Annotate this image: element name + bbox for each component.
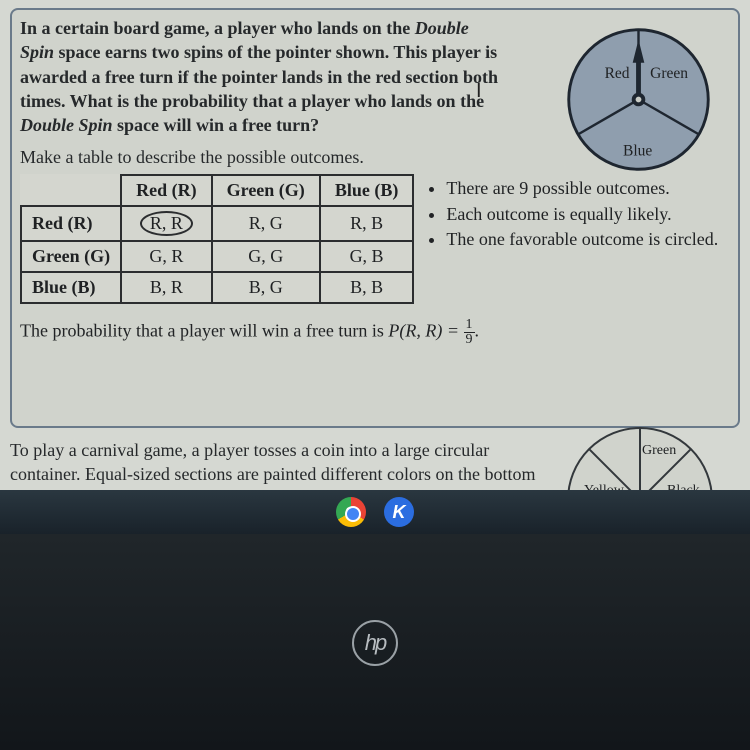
taskbar: K xyxy=(0,490,750,534)
col-header: Blue (B) xyxy=(320,175,414,206)
row-header: Blue (B) xyxy=(21,272,121,303)
list-item: Each outcome is equally likely. xyxy=(446,202,718,227)
fraction-den: 9 xyxy=(464,333,475,347)
conclusion-post: . xyxy=(475,321,480,341)
example-problem-box: In a certain board game, a player who la… xyxy=(10,8,740,428)
conclusion-pre: The probability that a player will win a… xyxy=(20,321,388,341)
spinner-label-green: Green xyxy=(650,65,688,82)
cell: B, B xyxy=(320,272,414,303)
fraction: 19 xyxy=(464,318,475,347)
col-header: Green (G) xyxy=(212,175,320,206)
spinner-2-svg: Yellow Green Black xyxy=(560,420,720,500)
cell: R, G xyxy=(212,206,320,241)
outcomes-table: Red (R) Green (G) Blue (B) Red (R) R, R … xyxy=(20,174,414,304)
cell: B, G xyxy=(212,272,320,303)
cell: G, G xyxy=(212,241,320,272)
q-part-3: space will win a free turn? xyxy=(113,115,320,135)
table-row: Green (G) G, R G, G G, B xyxy=(21,241,413,272)
conclusion-expr: P(R, R) = xyxy=(388,321,463,341)
spinner-diagram-1: Red Green Blue xyxy=(561,22,716,177)
cell: R, B xyxy=(320,206,414,241)
hp-logo-icon: hp xyxy=(352,620,398,666)
table-row: Red (R) Green (G) Blue (B) xyxy=(21,175,413,206)
textbook-screen: In a certain board game, a player who la… xyxy=(0,0,750,510)
spinner2-label-green: Green xyxy=(642,443,676,458)
cell: B, R xyxy=(121,272,212,303)
corner-cell xyxy=(21,175,121,206)
list-item: The one favorable outcome is circled. xyxy=(446,227,718,252)
k-app-icon[interactable]: K xyxy=(384,497,414,527)
outcomes-row: Red (R) Green (G) Blue (B) Red (R) R, R … xyxy=(20,174,730,304)
chrome-icon[interactable] xyxy=(336,497,366,527)
spinner-1-svg: Red Green Blue xyxy=(561,22,716,177)
q-part-1: In a certain board game, a player who la… xyxy=(20,18,415,38)
table-row: Red (R) R, R R, G R, B xyxy=(21,206,413,241)
spinner-label-red: Red xyxy=(605,65,630,82)
cell-rr: R, R xyxy=(121,206,212,241)
double-spin-text-2: Double Spin xyxy=(20,115,113,135)
conclusion-line: The probability that a player will win a… xyxy=(20,318,730,347)
q-part-2: space earns two spins of the pointer sho… xyxy=(20,42,498,111)
k-label: K xyxy=(393,502,406,523)
list-item: There are 9 possible outcomes. xyxy=(446,176,718,201)
question-paragraph: In a certain board game, a player who la… xyxy=(20,16,500,137)
circled-outcome: R, R xyxy=(140,211,193,236)
spinner-diagram-2: Yellow Green Black xyxy=(560,420,720,500)
bullet-list: There are 9 possible outcomes. Each outc… xyxy=(428,174,718,252)
cell: G, R xyxy=(121,241,212,272)
row-header: Red (R) xyxy=(21,206,121,241)
hub-inner xyxy=(636,97,642,103)
row-header: Green (G) xyxy=(21,241,121,272)
hp-label: hp xyxy=(365,630,385,656)
cell: G, B xyxy=(320,241,414,272)
spinner-label-blue: Blue xyxy=(623,143,652,160)
table-row: Blue (B) B, R B, G B, B xyxy=(21,272,413,303)
fraction-num: 1 xyxy=(464,318,475,333)
col-header: Red (R) xyxy=(121,175,212,206)
